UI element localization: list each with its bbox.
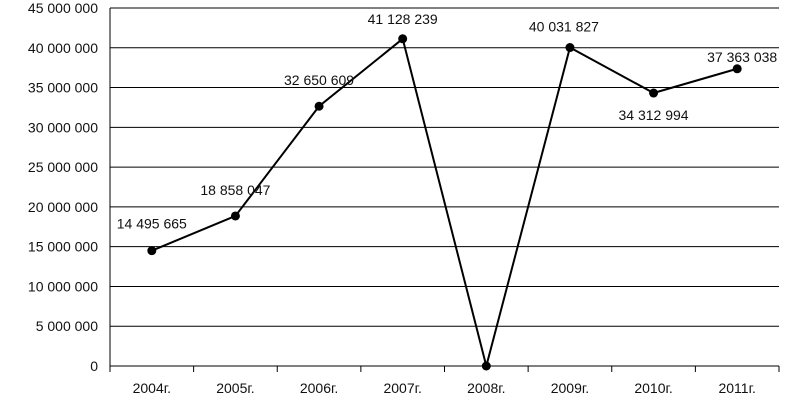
data-label: 32 650 609 xyxy=(284,72,354,88)
y-tick-label: 45 000 000 xyxy=(28,0,98,16)
data-point xyxy=(314,101,324,111)
y-tick-label: 30 000 000 xyxy=(28,119,98,135)
data-point xyxy=(649,88,659,98)
y-tick-label: 5 000 000 xyxy=(36,318,98,334)
data-labels: 14 495 665 18 858 047 32 650 609 41 128 239… xyxy=(117,11,778,232)
y-tick-label: 25 000 000 xyxy=(28,159,98,175)
x-tick-label: 2008г. xyxy=(467,380,505,396)
data-point xyxy=(147,246,157,256)
y-tick-label: 35 000 000 xyxy=(28,80,98,96)
data-label: 40 031 827 xyxy=(529,19,599,35)
data-label: 37 363 038 xyxy=(707,49,777,65)
x-axis-tick-marks xyxy=(109,366,780,372)
x-tick-label: 2009г. xyxy=(551,380,589,396)
y-tick-label: 40 000 000 xyxy=(28,40,98,56)
data-point xyxy=(565,43,575,53)
series-line xyxy=(151,37,738,370)
data-point xyxy=(230,211,240,221)
y-axis-tick-labels: 0 5 000 000 10 000 000 15 000 000 20 000 000… xyxy=(28,0,98,374)
data-markers xyxy=(147,34,742,371)
grid xyxy=(110,7,779,367)
y-tick-label: 0 xyxy=(90,358,98,374)
data-label: 34 312 994 xyxy=(619,107,689,123)
data-label: 14 495 665 xyxy=(117,216,187,232)
y-tick-label: 15 000 000 xyxy=(28,239,98,255)
x-tick-label: 2005г. xyxy=(216,380,254,396)
x-tick-label: 2007г. xyxy=(383,380,421,396)
y-tick-label: 20 000 000 xyxy=(28,199,98,215)
data-label: 41 128 239 xyxy=(368,11,438,27)
x-tick-label: 2010г. xyxy=(634,380,672,396)
x-tick-label: 2004г. xyxy=(133,380,171,396)
data-point xyxy=(481,361,491,371)
y-tick-label: 10 000 000 xyxy=(28,278,98,294)
x-axis-tick-labels: 2004г. 2005г. 2006г. 2007г. 2008г. 2009г. 2010… xyxy=(133,380,756,396)
data-point xyxy=(732,64,742,74)
data-label: 18 858 047 xyxy=(200,182,270,198)
x-tick-label: 2011г. xyxy=(718,380,755,396)
x-tick-label: 2006г. xyxy=(300,380,338,396)
data-point xyxy=(398,34,408,44)
